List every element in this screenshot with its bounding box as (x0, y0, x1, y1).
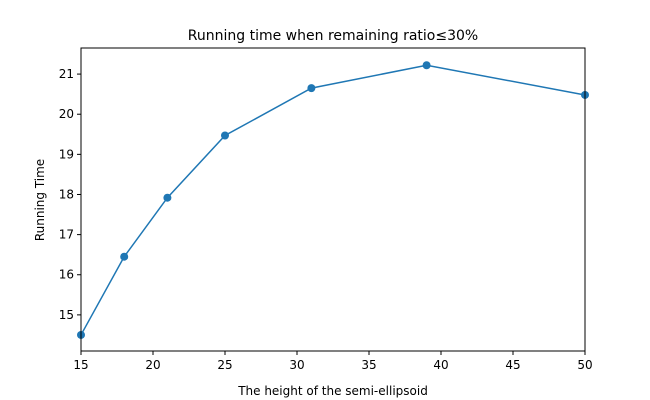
y-tick-label: 20 (59, 107, 74, 121)
x-axis: 15 20 25 30 35 40 45 50 (73, 351, 593, 372)
data-points (77, 61, 589, 339)
chart-title: Running time when remaining ratio≤30% (188, 28, 478, 44)
y-axis-label: Running Time (33, 159, 47, 241)
plot-area (80, 64, 586, 336)
data-point (221, 131, 229, 140)
y-tick-label: 17 (59, 228, 74, 242)
x-tick-label: 40 (433, 358, 448, 372)
y-axis: 15 16 17 18 19 20 21 (59, 67, 81, 322)
x-tick-label: 50 (577, 358, 592, 372)
data-point (163, 193, 172, 202)
x-tick-label: 30 (289, 358, 304, 372)
y-tick-label: 18 (59, 187, 74, 201)
y-tick-label: 19 (59, 147, 74, 161)
data-point (422, 61, 431, 70)
x-axis-label: The height of the semi-ellipsoid (237, 384, 428, 398)
x-tick-label: 20 (145, 358, 160, 372)
x-tick-label: 15 (73, 358, 88, 372)
data-point (307, 84, 316, 93)
series-line (80, 64, 586, 336)
x-tick-label: 45 (505, 358, 520, 372)
x-tick-label: 25 (217, 358, 232, 372)
x-tick-label: 35 (361, 358, 376, 372)
y-tick-label: 15 (59, 308, 74, 322)
data-point (120, 252, 129, 261)
y-tick-label: 21 (59, 67, 74, 81)
y-tick-label: 16 (59, 268, 74, 282)
plot-frame (80, 47, 586, 352)
